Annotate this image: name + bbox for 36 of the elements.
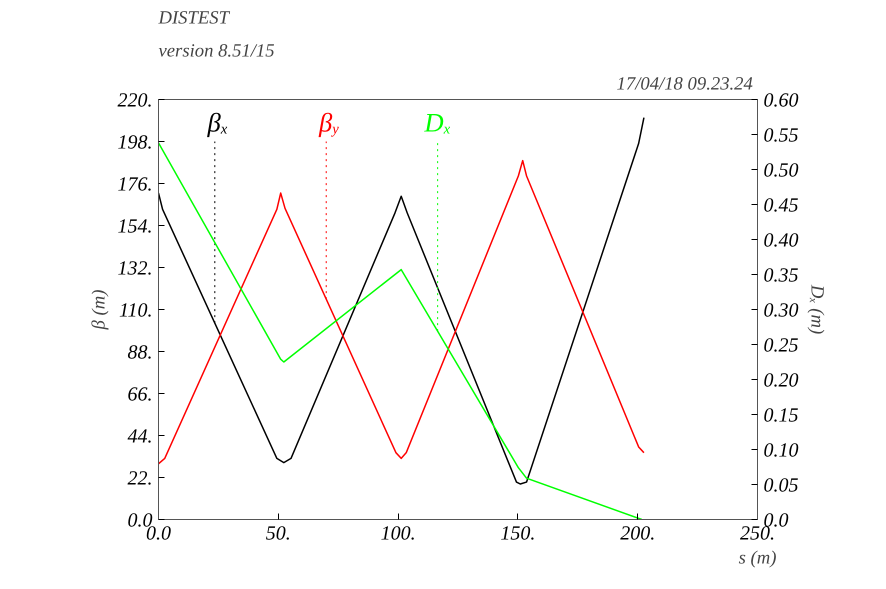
y-tick-label: 220. <box>118 90 152 112</box>
y2-tick-label: 0.15 <box>764 404 798 426</box>
y-tick-label: 132. <box>118 258 152 280</box>
y-tick-label: 154. <box>118 216 152 238</box>
x-tick-label: 150. <box>500 522 536 544</box>
chart-title: DISTEST <box>158 8 231 28</box>
x-axis-title: s (m) <box>738 548 776 568</box>
y-tick-label: 176. <box>118 174 152 196</box>
y2-tick-label: 0.45 <box>764 194 798 216</box>
y-tick-label: 198. <box>118 132 152 154</box>
y-tick-label: 44. <box>128 426 152 448</box>
y2-tick-label: 0.10 <box>764 440 798 462</box>
x-tick-label: 200. <box>620 522 656 544</box>
y2-tick-label: 0.30 <box>764 300 798 322</box>
y-tick-label: 66. <box>128 384 152 406</box>
text: 17/04/18 09.23.24 <box>616 74 753 94</box>
chart-subtitle: version 8.51/15 <box>158 40 275 62</box>
line-series <box>158 142 643 520</box>
y-axis-title: β (m) <box>88 290 110 330</box>
y-tick-label: 88. <box>128 342 152 364</box>
y2-tick-label: 0.50 <box>764 160 798 182</box>
y2-tick-label: 0.35 <box>764 264 798 286</box>
y2-tick-label: 0.60 <box>764 90 798 112</box>
y2-tick-label: 0.05 <box>764 474 798 496</box>
y-tick-label: 110. <box>118 300 152 322</box>
y2-tick-label: 0.40 <box>764 230 798 252</box>
y2-axis-title: Dₓ (m) <box>806 284 828 334</box>
y2-tick-label: 0.25 <box>764 334 798 356</box>
x-tick-label: 100. <box>380 522 416 544</box>
y2-tick-label: 0.20 <box>764 370 798 392</box>
y-tick-label: 22. <box>128 468 152 490</box>
text: βy <box>318 107 340 138</box>
x-tick-label: 50. <box>266 522 291 544</box>
text: βx <box>206 107 228 138</box>
text: Dx <box>423 107 451 138</box>
y2-tick-label: 0.55 <box>764 124 798 146</box>
